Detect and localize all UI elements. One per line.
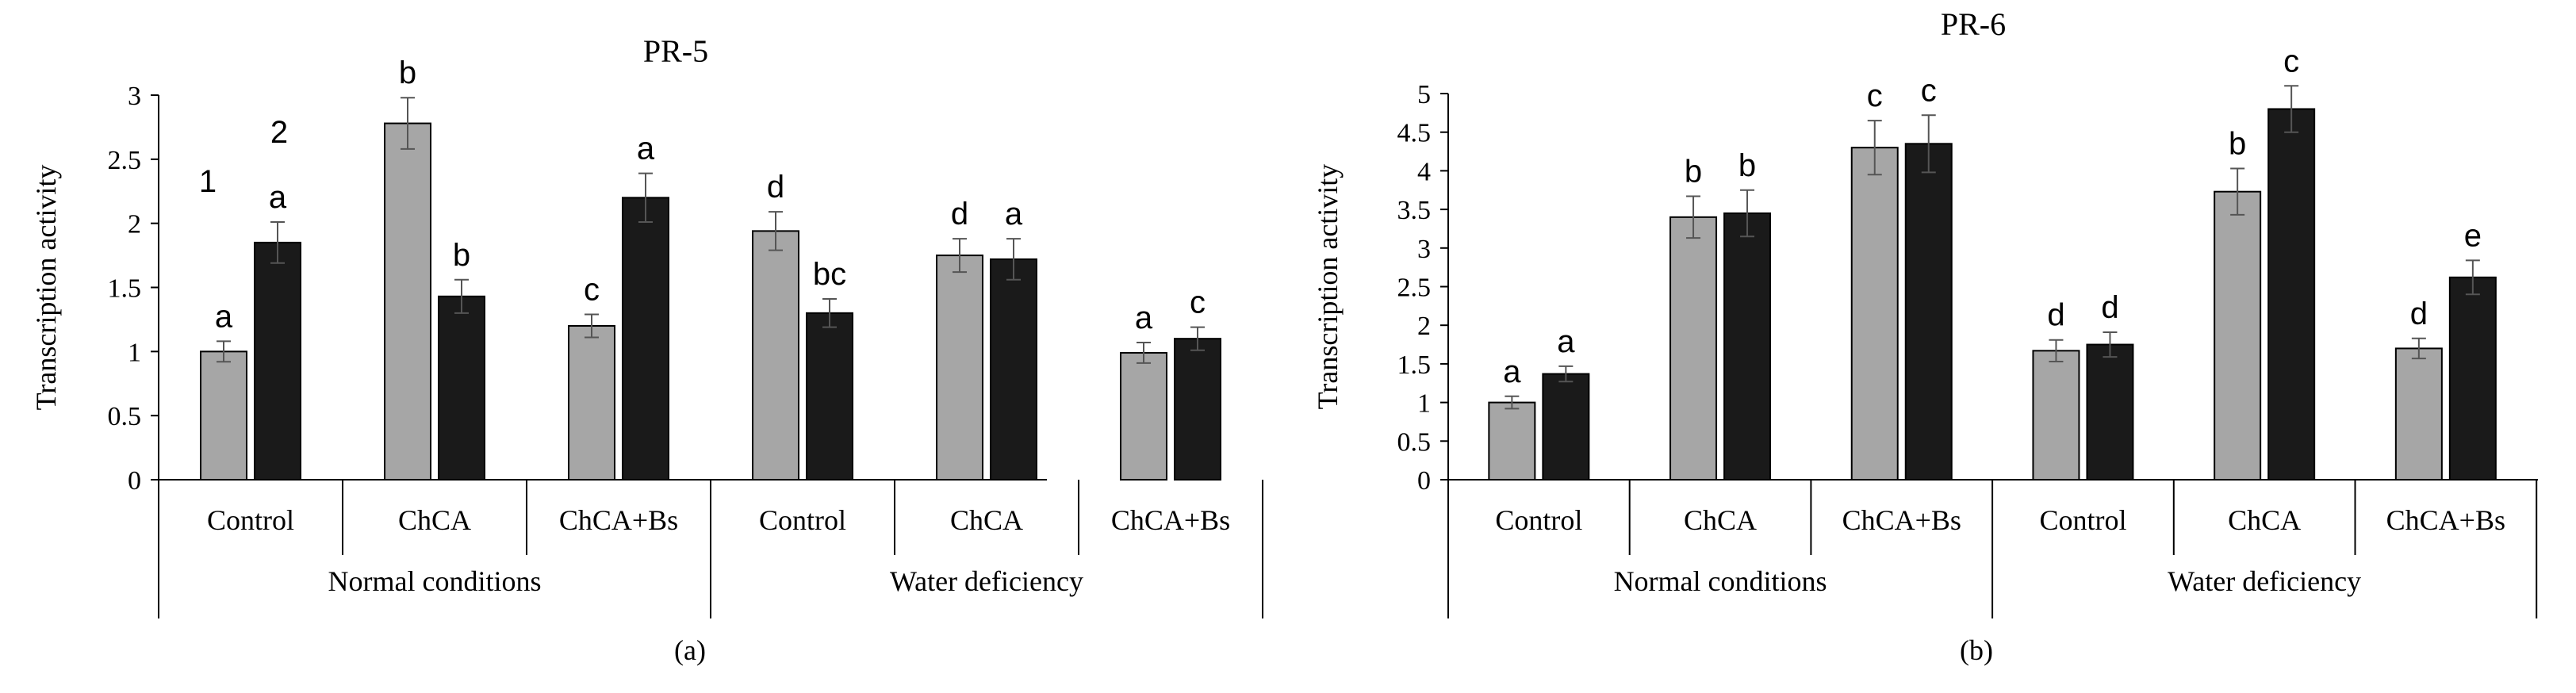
x-tick-label: Control [759,504,846,536]
x-tick-label: ChCA+Bs [1111,504,1230,536]
bar [1542,373,1590,481]
y-tick-label: 3 [128,82,141,111]
y-tick-label: 1.5 [108,274,142,304]
significance-letter: a [269,180,287,215]
significance-letter: d [767,170,784,205]
y-tick-label: 2 [1417,312,1431,341]
x-tick-label: Control [207,504,294,536]
significance-letter: a [1005,197,1023,232]
significance-letter: c [2283,44,2299,78]
y-tick-label: 0.5 [1397,427,1432,457]
significance-letter: a [637,132,655,167]
x-tick-label: ChCA [1684,504,1757,536]
legend-marker: 1 [199,164,217,199]
bar [2032,350,2080,481]
chart-title: PR-6 [1941,6,2006,42]
group-label: Water deficiency [890,565,1083,597]
bar [200,350,247,481]
significance-letter: a [1557,324,1575,359]
bar [568,325,615,481]
x-tick-label: ChCA+Bs [1842,504,1961,536]
y-tick-label: 2 [128,210,141,239]
y-tick-label: 3.5 [1397,196,1432,225]
group-label: Water deficiency [2168,565,2361,597]
panel-label: (a) [674,634,706,666]
y-tick-label: 1 [128,338,141,367]
significance-letter: e [2464,218,2482,253]
x-tick-label: Control [1495,504,1582,536]
significance-letter: c [584,272,600,307]
chart-pr6: PR-6 Transcription activity 0 0.5 1 1.5 2 2.5 3 3… [1312,6,2538,666]
y-tick-label: 1.5 [1397,350,1432,380]
y-tick-label: 1 [1417,389,1431,419]
significance-letter: d [2101,290,2118,325]
panel-label: (b) [1960,634,1993,666]
y-tick-label: 0.5 [108,402,142,431]
chart-pr5: PR-5 Transcription activity 0 0.5 1 1.5 2 2.5 3 C… [30,33,1263,666]
bar [806,312,853,481]
group-label: Normal conditions [1614,565,1827,597]
y-tick-label: 0 [128,466,141,496]
x-tick-label: ChCA [2228,504,2301,536]
bar [622,197,669,481]
bar [2086,343,2134,481]
x-tick-label: ChCA [950,504,1023,536]
bar [752,230,799,481]
bar [1488,401,1536,481]
significance-letter: b [399,56,416,90]
significance-letter: a [1135,301,1153,335]
bar [936,255,983,481]
y-tick-label: 4.5 [1397,119,1432,148]
significance-letter: c [1190,285,1206,320]
y-axis-label: Transcription activity [1312,164,1344,410]
x-tick-label: ChCA+Bs [559,504,678,536]
bar [384,122,431,481]
bar [1904,143,1953,481]
y-tick-label: 4 [1417,157,1431,186]
significance-letter: b [1738,148,1756,183]
bar [2448,276,2497,481]
significance-letter: c [1921,73,1937,108]
legend-marker: 2 [270,115,288,150]
significance-letter: d [2047,298,2064,333]
group-label: Normal conditions [328,565,542,597]
y-tick-label: 5 [1417,80,1431,109]
bar [2214,190,2262,481]
significance-letter: b [1685,155,1702,190]
significance-letter: d [2410,297,2428,331]
x-tick-label: ChCA+Bs [2386,504,2505,536]
bar [254,241,301,481]
y-axis-label: Transcription activity [30,165,62,411]
bar [2267,108,2316,481]
significance-letter: b [453,238,470,273]
bar [1850,147,1899,481]
significance-letter: d [951,197,968,232]
y-tick-label: 2.5 [1397,274,1432,303]
significance-letter: a [1503,354,1521,389]
significance-letter: b [2229,126,2246,161]
bar [438,295,485,481]
y-tick-label: 2.5 [108,146,142,175]
bar [2394,347,2443,481]
bar [1120,351,1167,481]
x-tick-label: ChCA [398,504,471,536]
x-tick-label: Control [2039,504,2126,536]
y-tick-label: 3 [1417,235,1431,264]
bar [990,258,1037,481]
significance-letter: c [1867,78,1883,113]
bar [1669,216,1718,481]
significance-letter: a [215,299,233,334]
bar [1723,212,1772,481]
y-tick-label: 0 [1417,466,1431,496]
significance-letter: bc [813,257,846,292]
chart-title: PR-5 [643,33,708,69]
bar [1174,338,1221,481]
